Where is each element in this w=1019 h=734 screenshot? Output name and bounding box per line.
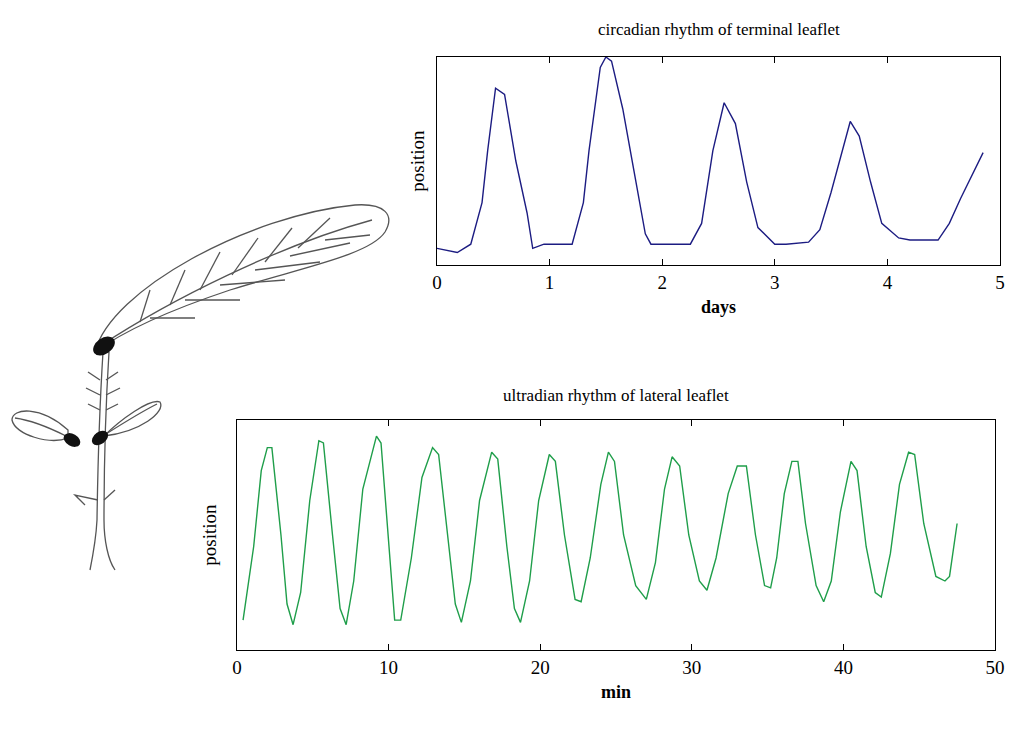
svg-text:2: 2 <box>657 272 667 293</box>
svg-text:days: days <box>701 297 736 317</box>
svg-text:position: position <box>199 504 220 566</box>
svg-text:10: 10 <box>379 657 398 678</box>
svg-text:40: 40 <box>834 657 853 678</box>
svg-text:5: 5 <box>995 272 1005 293</box>
svg-text:20: 20 <box>531 657 550 678</box>
svg-text:1: 1 <box>545 272 555 293</box>
svg-text:50: 50 <box>986 657 1005 678</box>
svg-text:0: 0 <box>432 272 442 293</box>
svg-text:3: 3 <box>770 272 780 293</box>
svg-text:min: min <box>601 682 631 702</box>
svg-text:30: 30 <box>682 657 701 678</box>
svg-text:0: 0 <box>232 657 242 678</box>
svg-text:4: 4 <box>883 272 893 293</box>
svg-text:circadian rhythm of terminal l: circadian rhythm of terminal leaflet <box>598 20 840 39</box>
svg-text:position: position <box>407 130 428 192</box>
svg-text:ultradian rhythm of lateral le: ultradian rhythm of lateral leaflet <box>503 386 729 405</box>
